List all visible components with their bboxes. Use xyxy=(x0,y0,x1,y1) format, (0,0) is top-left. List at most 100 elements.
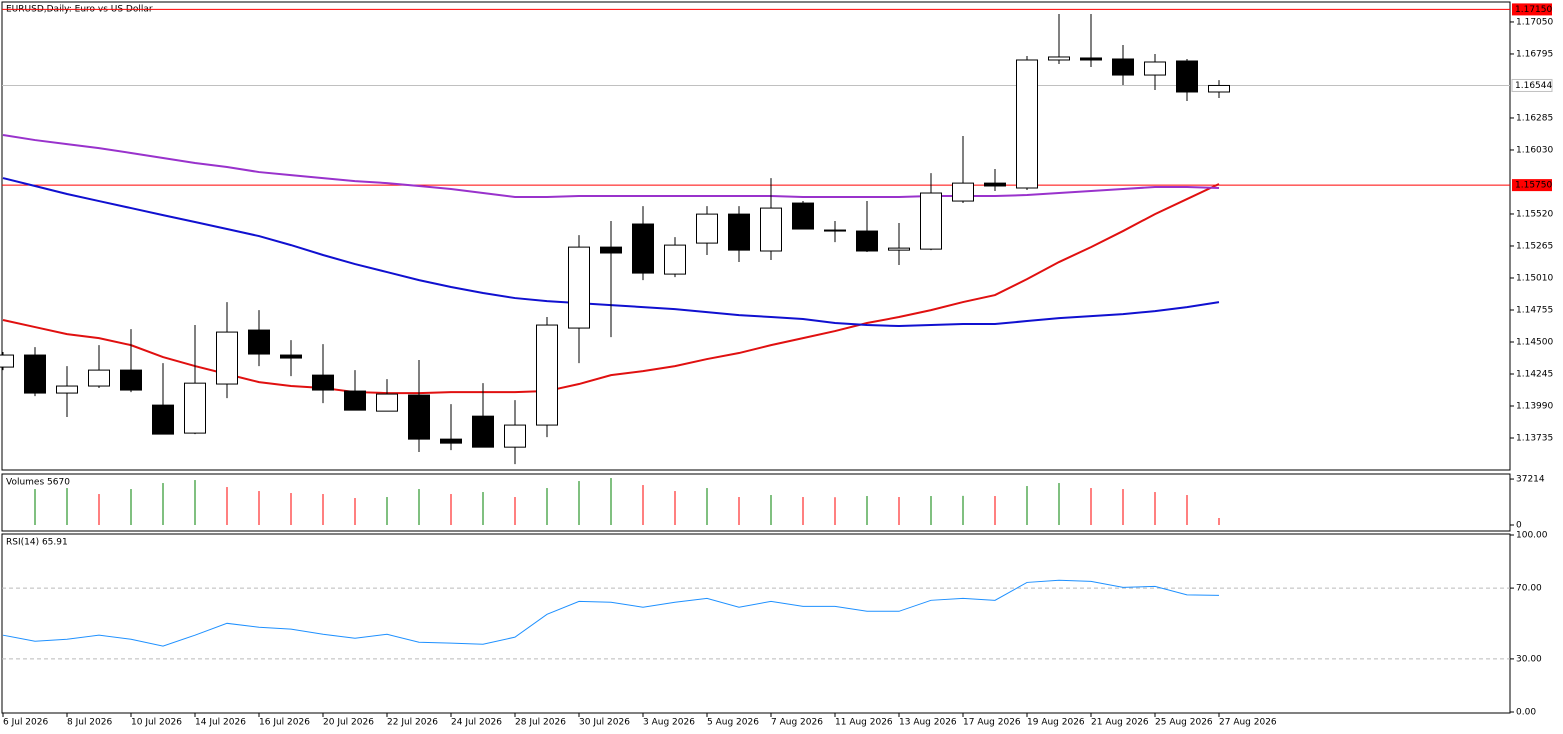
candle-body xyxy=(376,393,398,412)
candle-body xyxy=(1176,60,1198,93)
candle-body xyxy=(1048,56,1070,61)
volume-bar xyxy=(66,488,68,525)
volume-bar xyxy=(1058,483,1060,525)
volume-bar xyxy=(1090,488,1092,525)
volume-bar xyxy=(962,495,964,525)
x-tick-label: 25 Aug 2026 xyxy=(1155,718,1213,728)
y-tick-label: 30.00 xyxy=(1516,654,1542,664)
y-tick-label: 1.14500 xyxy=(1516,337,1553,347)
candle-body xyxy=(184,382,206,434)
x-tick-label: 20 Jul 2026 xyxy=(323,718,374,728)
y-tick-label: 0.00 xyxy=(1516,708,1536,718)
volume-bar xyxy=(386,497,388,525)
volume-bar xyxy=(770,495,772,525)
level-label: 1.17150 xyxy=(1515,5,1552,15)
volume-bar xyxy=(162,483,164,525)
volume-bar xyxy=(706,488,708,525)
last-price-box xyxy=(1511,78,1553,92)
candle-body xyxy=(888,247,910,251)
volume-bar xyxy=(994,496,996,525)
volume-bar xyxy=(1218,517,1220,525)
candle-body xyxy=(0,354,14,368)
y-tick-label: 1.16795 xyxy=(1516,49,1553,59)
volume-bar xyxy=(898,497,900,525)
rsi-line xyxy=(2,579,1220,647)
volume-title: Volumes 5670 xyxy=(6,478,70,488)
y-tick-label: 1.15520 xyxy=(1516,209,1553,219)
y-tick-label: 1.15265 xyxy=(1516,241,1553,251)
candle-body xyxy=(248,329,270,355)
candle-body xyxy=(824,229,846,232)
rsi-panel xyxy=(1,533,1511,714)
x-tick-label: 28 Jul 2026 xyxy=(515,718,566,728)
candle-body xyxy=(600,246,622,254)
y-tick-label: 70.00 xyxy=(1516,584,1542,594)
candle-body xyxy=(792,202,814,230)
candle-body xyxy=(280,354,302,359)
volume-bar xyxy=(290,493,292,525)
y-tick-label: 37214 xyxy=(1516,475,1545,485)
volume-bar xyxy=(130,489,132,525)
volume-bar xyxy=(610,478,612,525)
candle-body xyxy=(24,354,46,394)
last-price-label: 1.16544 xyxy=(1515,81,1552,91)
moving-average xyxy=(2,183,1220,395)
rsi-title: RSI(14) 65.91 xyxy=(6,538,68,548)
x-tick-label: 3 Aug 2026 xyxy=(643,718,695,728)
candle-body xyxy=(856,230,878,252)
x-tick-label: 13 Aug 2026 xyxy=(899,718,957,728)
candle-body xyxy=(1144,61,1166,76)
volume-panel xyxy=(1,473,1511,532)
y-tick-label: 0 xyxy=(1516,521,1522,531)
x-tick-label: 8 Jul 2026 xyxy=(67,718,112,728)
x-tick-label: 16 Jul 2026 xyxy=(259,718,310,728)
candle-body xyxy=(568,246,590,329)
candle-body xyxy=(1080,57,1102,61)
x-tick-label: 11 Aug 2026 xyxy=(835,718,893,728)
candle-body xyxy=(632,223,654,274)
y-tick-label: 100.00 xyxy=(1516,531,1548,541)
volume-bar xyxy=(322,494,324,525)
candle-body xyxy=(312,374,334,391)
level-label: 1.15750 xyxy=(1515,181,1552,191)
moving-average xyxy=(2,134,1220,199)
candle-body xyxy=(152,404,174,435)
candle-body xyxy=(56,385,78,394)
candle-body xyxy=(504,424,526,448)
candle-body xyxy=(984,182,1006,187)
candle-body xyxy=(216,331,238,385)
volume-bar xyxy=(930,496,932,525)
x-tick-label: 22 Jul 2026 xyxy=(387,718,438,728)
y-tick-label: 1.16285 xyxy=(1516,113,1553,123)
candle-body xyxy=(1016,59,1038,189)
candle-body xyxy=(408,394,430,440)
x-tick-label: 21 Aug 2026 xyxy=(1091,718,1149,728)
x-tick-label: 19 Aug 2026 xyxy=(1027,718,1085,728)
volume-bar xyxy=(258,491,260,525)
volume-bar xyxy=(1122,489,1124,525)
candle-body xyxy=(472,415,494,448)
x-tick-label: 14 Jul 2026 xyxy=(195,718,246,728)
volume-bar xyxy=(866,496,868,525)
candle-body xyxy=(920,192,942,250)
x-tick-label: 24 Jul 2026 xyxy=(451,718,502,728)
volume-bar xyxy=(1186,495,1188,525)
volume-bar xyxy=(482,492,484,525)
candle-body xyxy=(88,369,110,387)
y-tick-label: 1.16030 xyxy=(1516,145,1553,155)
candle-body xyxy=(440,438,462,444)
volume-bar xyxy=(354,498,356,525)
candle-body xyxy=(536,324,558,426)
main-panel xyxy=(1,1,1511,471)
y-tick-label: 1.13735 xyxy=(1516,433,1553,443)
x-tick-label: 10 Jul 2026 xyxy=(131,718,182,728)
x-tick-label: 5 Aug 2026 xyxy=(707,718,759,728)
x-tick-label: 30 Jul 2026 xyxy=(579,718,630,728)
volume-bar xyxy=(578,481,580,525)
y-tick-label: 1.13990 xyxy=(1516,401,1553,411)
candle-body xyxy=(728,213,750,251)
candle-body xyxy=(1112,58,1134,76)
x-tick-label: 17 Aug 2026 xyxy=(963,718,1021,728)
candle-body xyxy=(1208,84,1230,93)
